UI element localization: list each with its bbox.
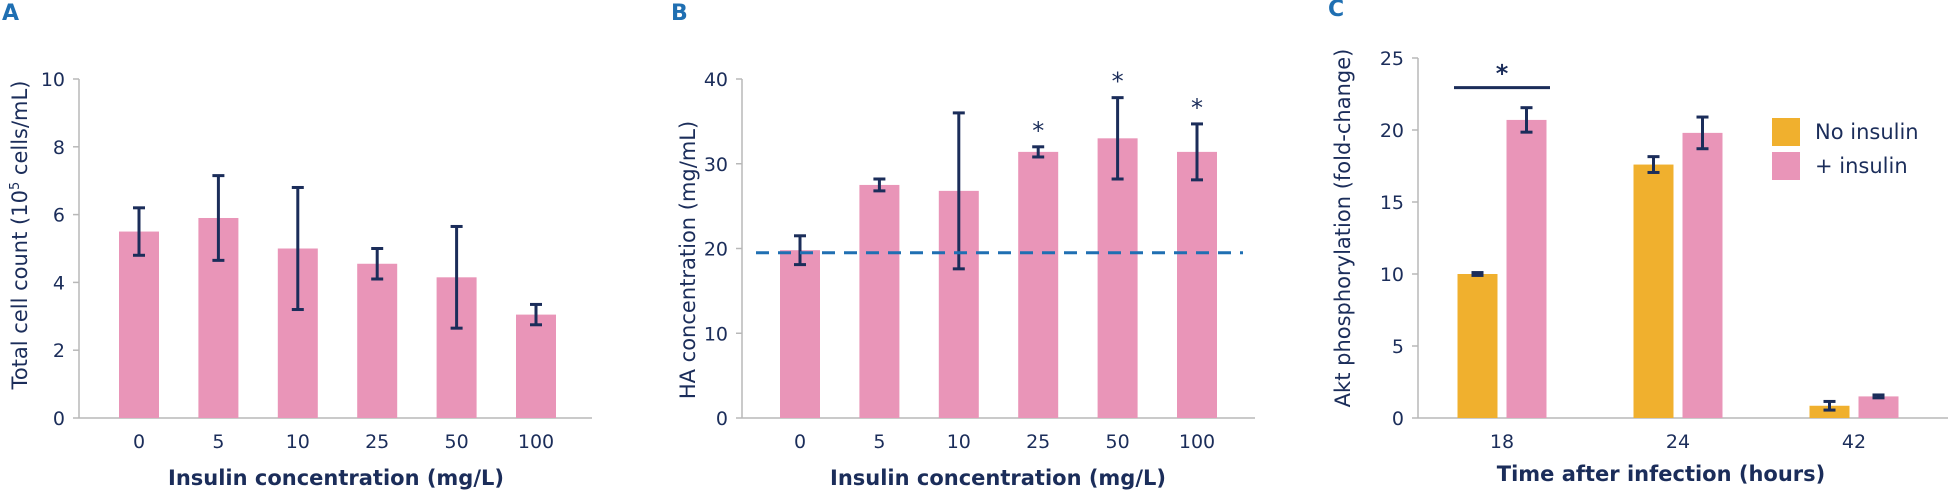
panel-b-x-axis-title: Insulin concentration (mg/L) (830, 466, 1166, 490)
panel-c-y-tick-label-1: 5 (1392, 336, 1404, 358)
panel-b-y-axis-title: HA concentration (mg/mL) (676, 121, 700, 399)
panel-a-y-tick-label-1: 2 (53, 340, 65, 362)
panel-c-y-tick-label-2: 10 (1380, 264, 1404, 286)
panel-c-x-axis-title: Time after infection (hours) (1497, 462, 1826, 486)
panel-a-bar-0 (119, 231, 159, 418)
panel-b-significance-marker-3: * (1032, 117, 1044, 145)
panel-b-bar-0 (780, 250, 820, 418)
panel-b-x-tick-label-3: 25 (1026, 431, 1050, 453)
panel-c-significance-marker: * (1496, 60, 1509, 88)
panel-b-y-tick-label-4: 40 (704, 69, 728, 91)
panel-a-bar-5 (516, 314, 556, 418)
legend-label-no-insulin: No insulin (1815, 120, 1919, 144)
panel-b-significance-marker-5: * (1191, 94, 1203, 122)
panel-c-x-tick-label-2: 42 (1842, 431, 1866, 453)
panel-b-letter: B (671, 1, 688, 26)
panel-b-bar-5 (1177, 151, 1217, 418)
panel-c-y-tick-label-0: 0 (1392, 408, 1404, 430)
panel-b-x-tick-label-2: 10 (947, 431, 971, 453)
panel-c-x-tick-label-1: 24 (1666, 431, 1690, 453)
panel-a-x-tick-label-0: 0 (133, 431, 145, 453)
panel-a-y-axis-title: Total cell count (105 cells/mL) (8, 81, 32, 391)
legend-swatch-no-insulin (1772, 118, 1800, 146)
panel-c-bar-no-insulin-24 (1633, 164, 1674, 418)
panel-a-y-title-tail: cells/mL) (8, 81, 32, 182)
panel-a-y-tick-label-5: 10 (41, 69, 65, 91)
panel-b-x-tick-label-0: 0 (794, 431, 806, 453)
panel-c-bar-no-insulin-18 (1457, 274, 1498, 418)
panel-a-y-title-superscript: 5 (8, 182, 23, 190)
panel-c-bar-plus-insulin-24 (1682, 132, 1723, 418)
panel-b-x-tick-label-5: 100 (1179, 431, 1215, 453)
panel-b-bar-1 (859, 184, 900, 418)
panel-c-letter: C (1328, 0, 1344, 22)
panel-a-x-tick-label-5: 100 (518, 431, 554, 453)
panel-b-y-tick-label-0: 0 (716, 408, 728, 430)
panel-a-bar-3 (357, 263, 398, 418)
panel-a-x-tick-label-4: 50 (445, 431, 469, 453)
panel-a-x-axis-title: Insulin concentration (mg/L) (168, 466, 504, 490)
panel-a-y-title-main: Total cell count (10 (8, 190, 32, 390)
legend-swatch-plus-insulin (1772, 152, 1800, 180)
panel-b-y-tick-label-1: 10 (704, 323, 728, 345)
panel-a-y-tick-label-4: 8 (53, 137, 65, 159)
panel-a-x-tick-label-1: 5 (212, 431, 224, 453)
panel-b-bar-4 (1097, 138, 1138, 418)
panel-c-x-tick-label-0: 18 (1490, 431, 1514, 453)
panel-a-letter: A (2, 1, 19, 26)
panel-c-y-axis-title: Akt phosphorylation (fold-change) (1331, 49, 1355, 408)
panel-b-x-tick-label-4: 50 (1106, 431, 1130, 453)
panel-a-x-tick-label-3: 25 (365, 431, 389, 453)
panel-a-x-tick-label-2: 10 (286, 431, 310, 453)
panel-c-bar-plus-insulin-42 (1858, 396, 1899, 418)
panel-b-x-tick-label-1: 5 (873, 431, 885, 453)
panel-c-bar-plus-insulin-18 (1506, 119, 1547, 419)
panel-b-y-tick-label-2: 20 (704, 239, 728, 261)
panel-b-significance-marker-4: * (1112, 68, 1124, 96)
panel-c-y-tick-label-3: 15 (1380, 192, 1404, 214)
panel-c-y-tick-label-4: 20 (1380, 120, 1404, 142)
panel-b-y-tick-label-3: 30 (704, 154, 728, 176)
panel-a-y-tick-label-0: 0 (53, 408, 65, 430)
panel-c-y-tick-label-5: 25 (1380, 48, 1404, 70)
panel-c-bar-no-insulin-42 (1809, 405, 1850, 418)
panel-a-y-tick-label-3: 6 (53, 205, 65, 227)
legend-label-plus-insulin: + insulin (1815, 154, 1908, 178)
panel-b-bar-3 (1018, 151, 1059, 418)
panel-a-y-tick-label-2: 4 (53, 272, 65, 294)
